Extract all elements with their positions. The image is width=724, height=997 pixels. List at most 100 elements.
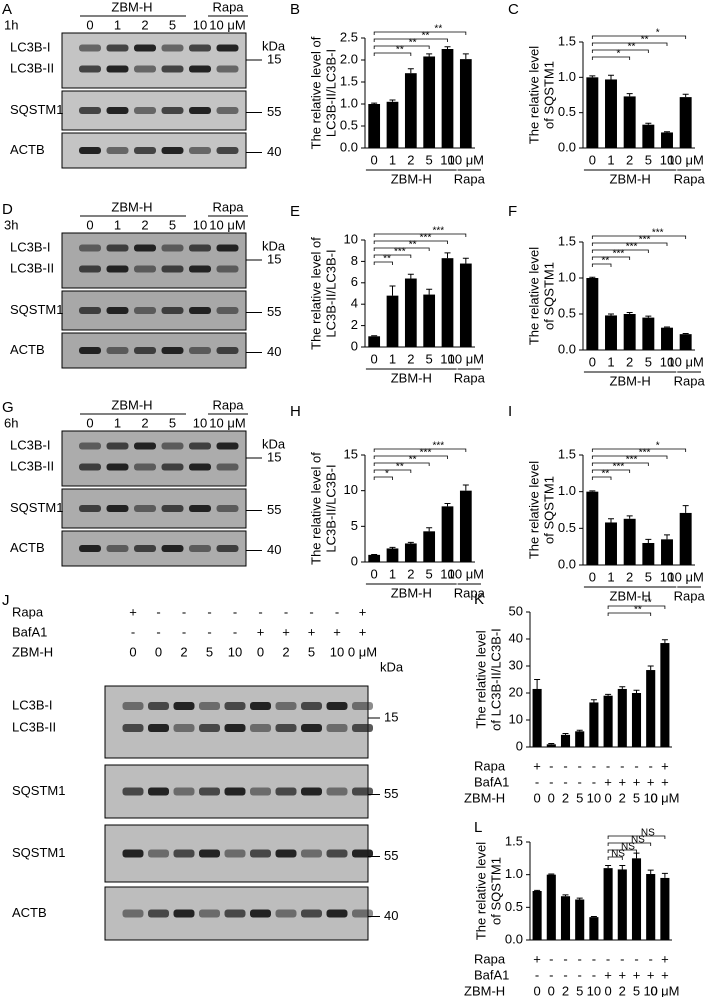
control-label: Rapa (212, 199, 244, 214)
y-axis-label: LC3B-II/LC3B-I (323, 49, 338, 137)
group-label: ZBM-H (391, 370, 432, 385)
blot-band (189, 107, 211, 114)
x-tick-label: 2 (407, 566, 414, 581)
condition-cell: - (309, 604, 313, 619)
y-tick-label: 1.0 (505, 866, 523, 881)
protein-label: SQSTM1 (12, 845, 65, 860)
y-axis-label: LC3B-II/LC3B-I (323, 464, 338, 552)
significance-label: ** (644, 598, 652, 609)
blot-band (224, 787, 246, 796)
lane-label: 0 (86, 415, 93, 430)
y-tick-label: 1.5 (558, 446, 576, 461)
x-tick-label: 10 μM (667, 152, 703, 167)
lane-label: 10 μM (209, 415, 245, 430)
blot-band (189, 244, 211, 252)
y-axis-label: LC3B-II/LC3B-I (323, 249, 338, 337)
bar (386, 548, 399, 562)
y-tick-label: 0.0 (558, 341, 576, 356)
condition-cell: 10 (330, 644, 344, 659)
y-axis-label: The relative level (473, 630, 488, 728)
error-bar (589, 276, 596, 278)
x-tick-label: 5 (645, 354, 652, 369)
protein-label: LC3B-II (10, 60, 54, 75)
condition-cell: - (233, 604, 237, 619)
lane-label: 0 (86, 217, 93, 232)
error-bar (426, 288, 433, 295)
condition-cell: 0 μM (348, 644, 377, 659)
y-axis-label: The relative level (526, 46, 541, 144)
condition-cell: 10 (228, 644, 242, 659)
x-tick-label: 10 (587, 983, 601, 997)
blot-band (275, 702, 297, 710)
significance-label: *** (613, 462, 625, 473)
x-tick-label: 10 μM (448, 566, 484, 581)
significance-label: *** (432, 441, 444, 452)
control-label: Rapa (212, 397, 244, 412)
condition-label: Rapa (474, 951, 506, 966)
protein-label: SQSTM1 (10, 500, 63, 515)
error-bar (647, 869, 654, 875)
blot-band (106, 347, 129, 354)
blot-band (250, 724, 271, 732)
x-tick-label: 1 (389, 351, 396, 366)
condition-cell: - (156, 624, 160, 639)
error-bar (548, 873, 555, 875)
y-tick-label: 0.0 (340, 139, 358, 154)
bar (586, 77, 599, 148)
blot-band (352, 849, 373, 858)
y-axis-label: of SQSTM1 (541, 262, 556, 330)
bar (603, 695, 613, 747)
significance-label: NS (611, 849, 625, 860)
lane-label: 1 (114, 415, 121, 430)
blot-band (148, 787, 169, 796)
blot-band (79, 244, 101, 252)
error-bar (619, 686, 626, 689)
protein-label: LC3B-II (12, 719, 56, 734)
blot-band (173, 909, 195, 918)
panel-letter: H (290, 403, 301, 420)
blot-band (275, 787, 297, 796)
blot-band (216, 107, 239, 114)
error-bar (462, 257, 469, 264)
panel-letter: B (290, 1, 300, 18)
significance-label: ** (396, 462, 404, 473)
group-label: ZBM-H (391, 171, 432, 186)
protein-label: LC3B-II (10, 260, 54, 275)
blot-box (61, 430, 247, 487)
blot-band (189, 347, 211, 354)
x-tick-label: 10 μM (448, 351, 484, 366)
time-label: 3h (4, 217, 18, 232)
blot-band (148, 849, 169, 858)
blot-band (199, 787, 220, 796)
condition-cell: + (604, 774, 612, 789)
y-axis-label: The relative level of (308, 452, 323, 565)
panel-letter: I (508, 403, 512, 420)
x-tick-label: 10 (440, 351, 454, 366)
kda-label: kDa (380, 659, 404, 674)
significance-label: ** (634, 605, 642, 616)
y-tick-label: 0.5 (558, 104, 576, 119)
blot-band (199, 724, 220, 732)
condition-label: ZBM-H (12, 644, 53, 659)
blot-band (161, 307, 184, 314)
kda-label: kDa (262, 38, 286, 53)
condition-cell: - (182, 624, 186, 639)
condition-cell: - (335, 604, 339, 619)
y-tick-label: 50 (509, 603, 523, 618)
condition-cell: - (592, 951, 596, 966)
blot-band (275, 909, 297, 918)
group-label: Rapa (674, 588, 706, 603)
x-tick-label: 5 (426, 351, 433, 366)
significance-bracket (591, 242, 668, 246)
blot-band (161, 442, 184, 450)
y-tick-label: 1.0 (558, 483, 576, 498)
protein-label: ACTB (12, 905, 47, 920)
blot-band (161, 107, 184, 114)
x-tick-label: 0 (589, 152, 596, 167)
condition-cell: - (649, 951, 653, 966)
condition-cell: - (634, 951, 638, 966)
protein-label: ACTB (10, 540, 45, 555)
error-bar (645, 315, 652, 318)
marker-label: 40 (384, 908, 398, 923)
significance-label: * (656, 28, 660, 39)
